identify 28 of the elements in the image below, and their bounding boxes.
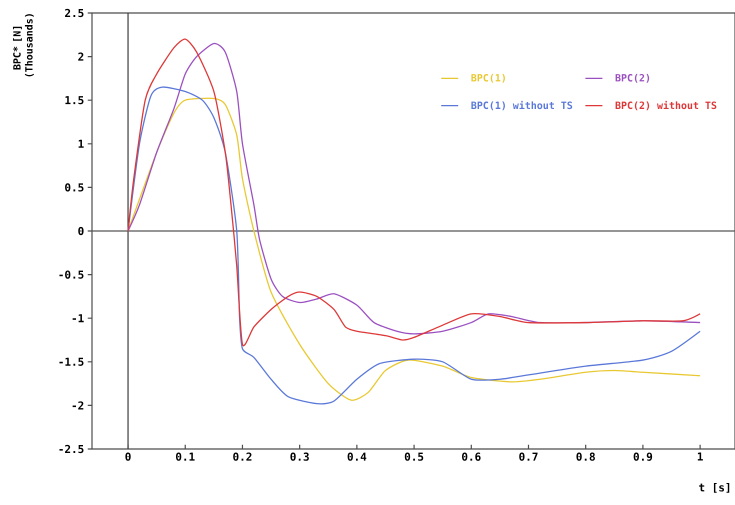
x-tick-label: 0.6 [462, 452, 481, 461]
x-tick-label: 0.2 [233, 452, 252, 461]
y-tick-label: 0.5 [65, 183, 84, 192]
y-tick-label: -1.5 [59, 358, 84, 366]
y-tick-label: 1.5 [65, 96, 84, 104]
y-tick-label: -1 [72, 314, 84, 322]
x-tick-label: 0.5 [404, 452, 424, 461]
legend-label: BPC(1) [471, 74, 505, 83]
y-tick-label: 1 [78, 140, 84, 148]
y-tick-label: -0.5 [59, 270, 84, 279]
x-tick-label: 0.4 [348, 452, 366, 461]
x-tick-label: 0 [125, 452, 131, 461]
legend-label: BPC(1) without TS [471, 100, 572, 110]
y-tick-label: -2 [72, 401, 84, 410]
y-tick-label: 2.5 [65, 8, 84, 18]
legend-label: BPC(2) [616, 74, 650, 83]
y-tick-label: 0 [78, 226, 84, 236]
y-tick-label: -2.5 [59, 444, 84, 454]
x-tick-label: 0.7 [519, 452, 538, 461]
y-tick-label: 2 [78, 52, 84, 61]
x-axis-title: t [s] [699, 483, 730, 493]
x-tick-label: 0.8 [576, 452, 595, 461]
y-axis-title: BPC* [N] (Thousands) [12, 14, 34, 76]
x-tick-label: 1 [698, 452, 703, 461]
x-tick-label: 0.1 [176, 452, 195, 461]
legend-label: BPC(2) without TS [616, 100, 716, 110]
x-tick-label: 0.3 [290, 452, 309, 461]
x-tick-label: 0.9 [634, 452, 652, 461]
